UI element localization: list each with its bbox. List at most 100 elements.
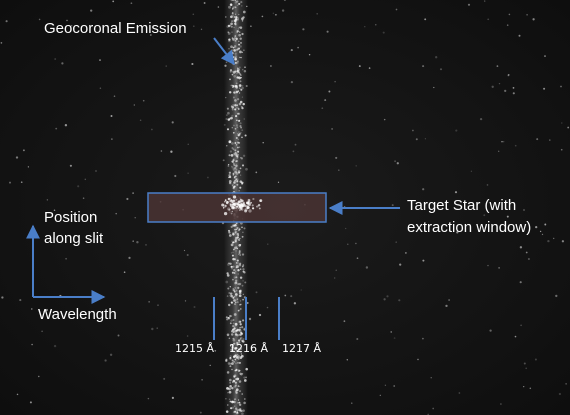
noise-speck [54, 58, 57, 60]
noise-speck [227, 316, 230, 319]
noise-speck [326, 30, 329, 33]
noise-speck [479, 117, 483, 121]
noise-speck [486, 184, 489, 186]
noise-speck [223, 204, 227, 208]
noise-speck [233, 289, 236, 292]
noise-speck [240, 56, 242, 59]
noise-speck [236, 265, 239, 269]
noise-speck [234, 99, 237, 102]
noise-speck [321, 107, 324, 110]
noise-speck [236, 72, 238, 74]
noise-speck [234, 13, 237, 15]
noise-speck [235, 391, 238, 395]
noise-speck [239, 333, 243, 336]
noise-speck [233, 241, 235, 244]
noise-speck [236, 60, 239, 63]
noise-speck [411, 129, 414, 132]
noise-speck [233, 202, 237, 206]
noise-speck [424, 18, 427, 21]
noise-speck [38, 375, 40, 378]
noise-speck [244, 281, 247, 284]
noise-speck [224, 64, 227, 67]
noise-speck [151, 327, 154, 331]
noise-speck [458, 392, 461, 394]
noise-speck [335, 156, 338, 159]
noise-speck [243, 376, 246, 379]
noise-speck [239, 276, 243, 279]
noise-speck [448, 299, 450, 301]
noise-speck [232, 168, 236, 171]
noise-speck [227, 263, 230, 266]
noise-speck [422, 65, 425, 68]
noise-speck [504, 89, 507, 93]
noise-speck [109, 353, 113, 356]
noise-speck [235, 342, 239, 345]
noise-speck [227, 31, 229, 33]
noise-speck [233, 385, 236, 389]
noise-speck [231, 160, 234, 163]
noise-speck [227, 163, 230, 166]
noise-speck [241, 106, 244, 110]
noise-speck [235, 6, 237, 9]
noise-speck [555, 294, 558, 298]
noise-speck [237, 385, 240, 387]
noise-speck [235, 276, 238, 279]
noise-speck [234, 293, 238, 296]
noise-speck [237, 28, 240, 30]
noise-speck [239, 125, 242, 128]
noise-speck [239, 341, 241, 343]
noise-speck [541, 233, 544, 236]
noise-speck [240, 88, 243, 91]
noise-speck [281, 9, 285, 12]
noise-speck [231, 14, 234, 17]
noise-speck [238, 102, 242, 106]
noise-speck [228, 234, 232, 237]
noise-speck [227, 111, 230, 115]
noise-speck [241, 326, 244, 329]
noise-speck [234, 5, 237, 9]
noise-speck [345, 227, 347, 230]
noise-speck [31, 308, 33, 310]
noise-speck [227, 362, 231, 365]
noise-speck [233, 272, 236, 274]
noise-speck [231, 271, 234, 274]
noise-speck [183, 249, 186, 252]
noise-speck [238, 348, 241, 351]
noise-speck [225, 280, 229, 284]
noise-speck [238, 56, 241, 58]
noise-speck [112, 0, 115, 3]
noise-speck [236, 76, 239, 79]
noise-speck [234, 303, 236, 305]
noise-speck [233, 124, 235, 127]
noise-speck [232, 199, 236, 203]
noise-speck [290, 49, 293, 52]
noise-speck [229, 385, 232, 388]
noise-speck [514, 144, 517, 147]
noise-speck [522, 208, 526, 212]
noise-speck [238, 290, 242, 293]
noise-speck [115, 212, 117, 215]
noise-speck [82, 197, 85, 199]
noise-speck [227, 32, 231, 35]
noise-speck [241, 32, 244, 36]
noise-speck [331, 127, 334, 130]
noise-speck [514, 335, 517, 338]
noise-speck [238, 250, 241, 253]
noise-speck [239, 262, 242, 265]
noise-speck [201, 378, 203, 381]
noise-speck [163, 377, 166, 380]
noise-speck [379, 394, 381, 396]
noise-speck [126, 197, 129, 201]
noise-speck [228, 231, 231, 234]
noise-speck [241, 226, 243, 229]
noise-speck [238, 33, 242, 37]
noise-speck [230, 22, 233, 26]
noise-speck [237, 282, 240, 286]
noise-speck [186, 253, 189, 257]
noise-speck [236, 119, 238, 122]
noise-speck [230, 84, 233, 87]
noise-speck [565, 383, 567, 385]
noise-speck [234, 228, 237, 231]
noise-speck [234, 104, 237, 107]
noise-speck [239, 282, 242, 286]
